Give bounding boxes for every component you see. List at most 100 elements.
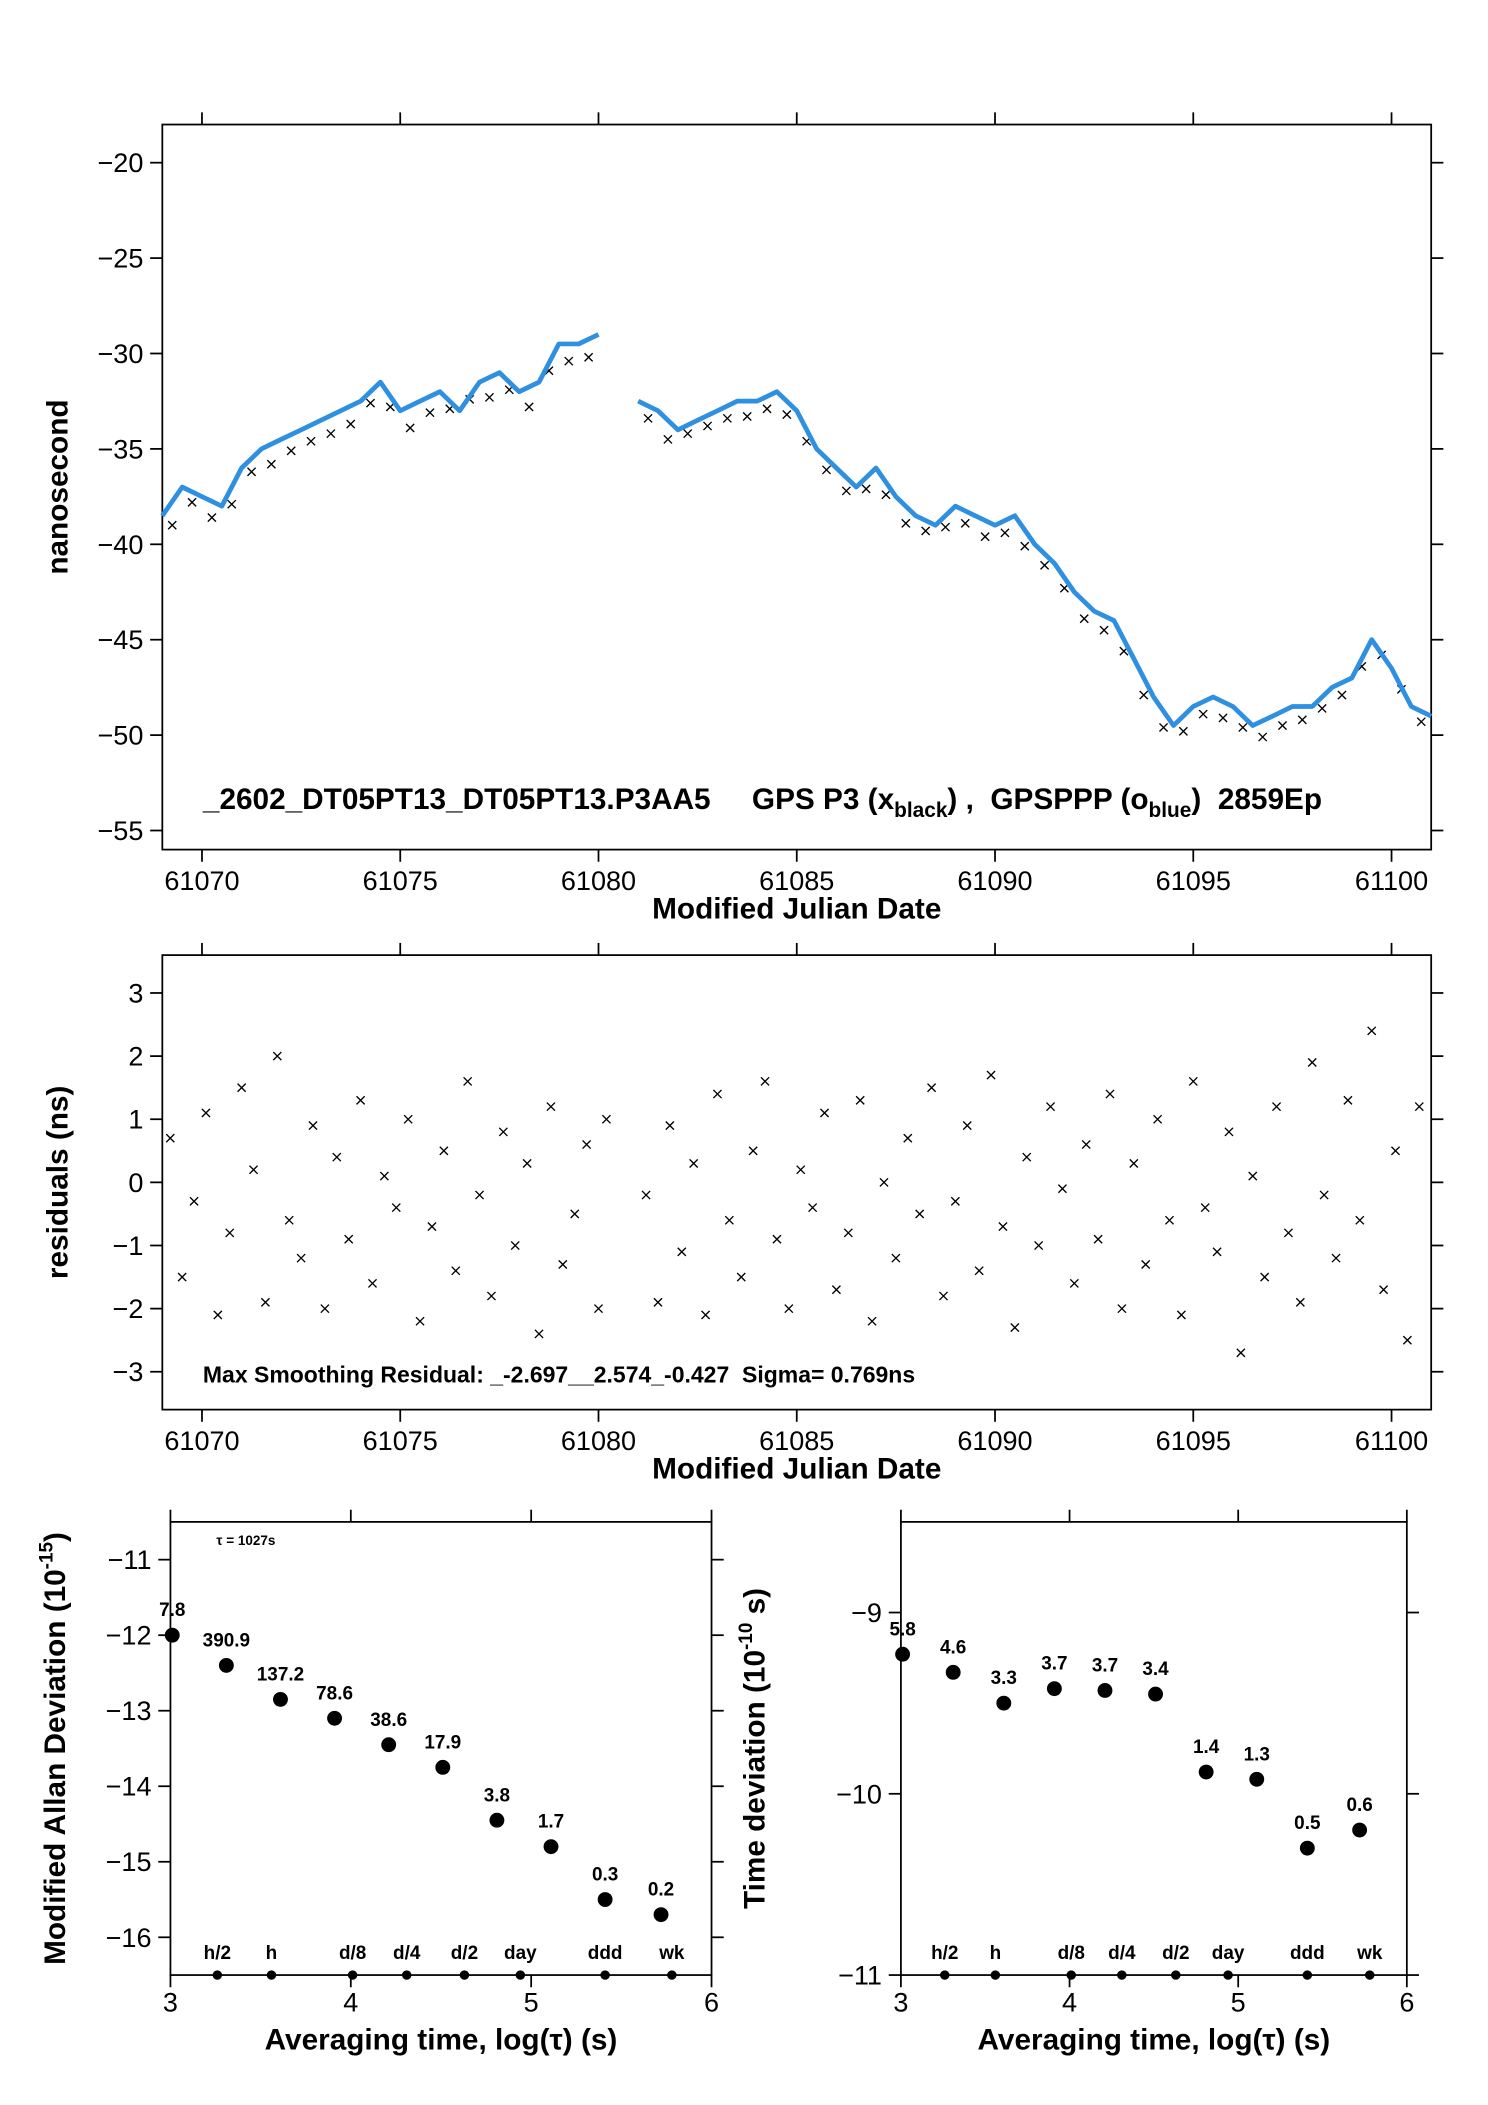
dot-point <box>273 1691 288 1707</box>
x-tick-label: 5 <box>1231 1988 1246 2018</box>
x-tick-label: 6 <box>1399 1988 1414 2018</box>
point-label: 7.8 <box>159 1600 185 1621</box>
x-point <box>712 1089 722 1099</box>
x-axis-label: Modified Julian Date <box>652 1453 941 1486</box>
dot-point <box>996 1695 1012 1711</box>
point-label: 1.4 <box>1193 1737 1220 1758</box>
x-point <box>960 518 970 528</box>
series-line <box>160 332 1433 728</box>
dot-point <box>1352 1822 1368 1838</box>
tau-marker <box>1223 1970 1233 1980</box>
x-point <box>320 1304 330 1314</box>
x-point <box>843 1228 853 1238</box>
annotation-sub: blue <box>1149 799 1192 822</box>
y-tick-label: −9 <box>851 1598 882 1628</box>
y-tick-label: −55 <box>97 816 143 846</box>
y-tick-label: −40 <box>97 530 143 560</box>
tau-marker-label: h <box>266 1943 278 1964</box>
y-tick-label: −11 <box>838 1961 882 1991</box>
x-point <box>940 522 950 532</box>
x-point <box>998 1222 1008 1232</box>
x-point <box>665 1121 675 1131</box>
x-point <box>165 1133 175 1143</box>
x-tick-label: 61100 <box>1355 1426 1428 1456</box>
x-point <box>1057 1184 1067 1194</box>
y-tick-label: −35 <box>97 434 143 464</box>
y-axis-label: Time deviation (10-10 s) <box>736 1588 771 1909</box>
x-point <box>1379 1285 1389 1295</box>
x-point <box>974 1266 984 1276</box>
x-point <box>225 1228 235 1238</box>
x-point <box>306 436 316 446</box>
x-point <box>177 1272 187 1282</box>
x-point <box>213 1310 223 1320</box>
y-tick-label: −14 <box>106 1772 152 1802</box>
dot-point <box>489 1812 505 1828</box>
x-point <box>1200 1203 1210 1213</box>
x-point <box>266 459 276 469</box>
x-tick-label: 61100 <box>1355 866 1428 896</box>
x-point <box>1198 709 1208 719</box>
point-label: 0.5 <box>1294 1813 1320 1834</box>
x-point <box>308 1121 318 1131</box>
x-point <box>841 486 851 496</box>
x-point <box>1343 1095 1353 1105</box>
x-point <box>601 1114 611 1124</box>
tau-marker <box>459 1970 470 1980</box>
x-axis-label: Modified Julian Date <box>652 893 941 926</box>
x-point <box>1139 690 1149 700</box>
tau-marker <box>600 1970 610 1980</box>
x-point <box>367 1278 378 1288</box>
x-tick-label: 3 <box>893 1988 908 2018</box>
x-point <box>1337 690 1347 700</box>
point-label: 3.8 <box>484 1785 510 1806</box>
x-tick-label: 61075 <box>363 866 438 896</box>
y-tick-label: −20 <box>97 148 143 178</box>
x-point <box>427 1222 437 1232</box>
x-point <box>782 410 792 420</box>
x-point <box>524 402 534 412</box>
y-axis-label: Modified Allan Deviation (10-15) <box>37 1532 72 1965</box>
x-axis-label: Averaging time, log(τ) (s) <box>978 2023 1331 2056</box>
x-point <box>703 421 713 431</box>
x-point <box>980 532 990 542</box>
x-point <box>403 1114 413 1124</box>
x-point <box>762 404 772 414</box>
x-point <box>326 429 336 439</box>
annotation-text: τ = 1027s <box>216 1533 275 1548</box>
x-point <box>1022 1152 1032 1162</box>
x-point <box>187 497 197 507</box>
x-point <box>921 526 931 536</box>
tau-marker-label: d/4 <box>393 1943 421 1964</box>
tau-marker <box>1117 1970 1127 1980</box>
y-axis-label-suffix: ) <box>39 1532 72 1542</box>
tau-marker-label: wk <box>1356 1943 1383 1964</box>
annotation-text: ) 2859Ep <box>1191 783 1322 816</box>
tau-marker-label: d/4 <box>1108 1943 1136 1964</box>
x-point <box>1248 1171 1258 1181</box>
x-point <box>1390 1146 1401 1156</box>
tau-marker-label: d/2 <box>1162 1943 1189 1964</box>
annotation-text: _2602_DT05PT13_DT05PT13.P3AA5 GPS P3 (x <box>202 783 895 816</box>
x-point <box>1402 1335 1412 1345</box>
x-point <box>1093 1234 1103 1244</box>
dot-point <box>164 1627 180 1643</box>
x-point <box>1277 721 1288 731</box>
x-point <box>1260 1272 1270 1282</box>
dot-point <box>945 1664 961 1680</box>
x-point <box>546 1102 556 1112</box>
x-point <box>593 1304 604 1314</box>
tau-marker <box>212 1970 223 1980</box>
x-point <box>379 1171 389 1181</box>
x-point <box>486 1291 496 1301</box>
x-point <box>1355 1215 1365 1225</box>
y-tick-label: −10 <box>836 1779 882 1809</box>
x-point <box>1283 1228 1293 1238</box>
x-point <box>1238 722 1248 733</box>
x-point <box>1010 1323 1020 1333</box>
x-point <box>1272 1102 1282 1112</box>
x-tick-label: 61075 <box>363 1426 438 1456</box>
dot-point <box>597 1892 613 1907</box>
y-tick-label: −25 <box>97 244 143 274</box>
